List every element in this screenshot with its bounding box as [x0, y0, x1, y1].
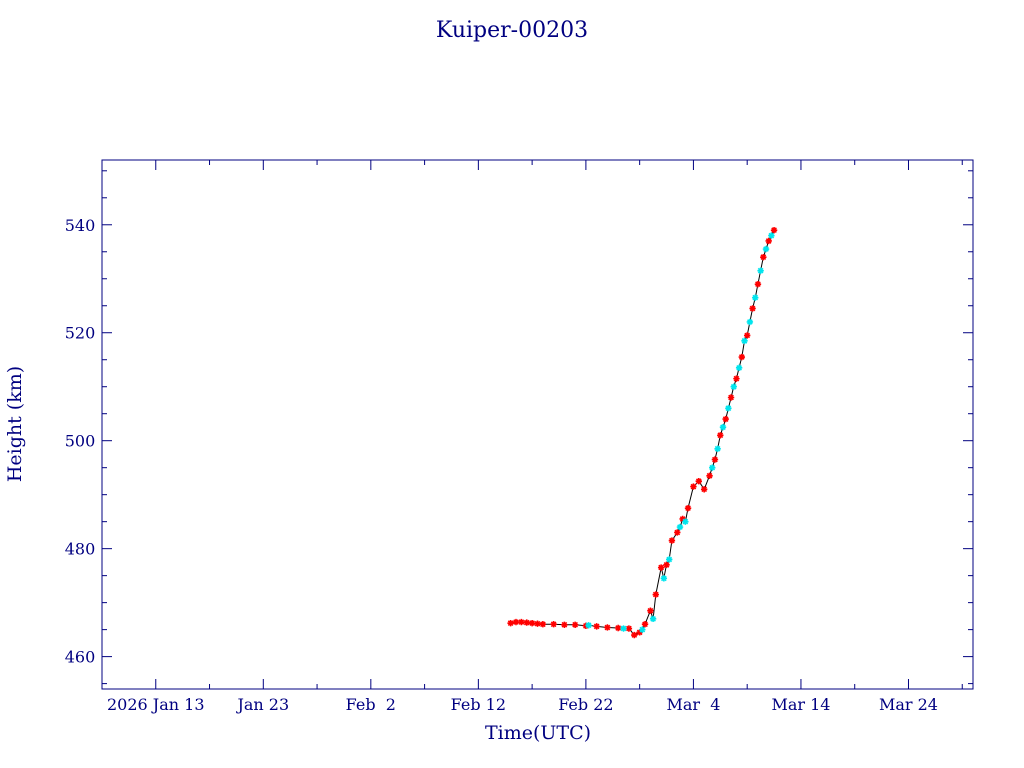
data-point-red [657, 564, 665, 571]
x-tick-label: Feb 22 [558, 695, 613, 714]
data-point-red [652, 591, 659, 598]
data-point-red [717, 432, 724, 439]
data-point-red [631, 631, 638, 639]
y-tick-label: 540 [65, 216, 96, 235]
x-tick-labels: 2026 Jan 13 Jan 23 Feb 2 Feb 12 Feb 22 Mar 4 M… [107, 695, 938, 714]
data-point-cyan [714, 445, 721, 452]
data-point-cyan [762, 245, 770, 253]
data-point-red [668, 537, 676, 544]
data-point-cyan [709, 464, 716, 471]
data-point-red [770, 226, 778, 234]
y-tick-labels: 460 480 500 520 540 [65, 216, 96, 667]
data-point-red [518, 618, 525, 626]
data-point-red [604, 624, 611, 631]
data-point-red [636, 629, 643, 636]
x-tick-label: Feb 2 [346, 695, 396, 714]
data-point-red [754, 280, 762, 288]
data-point-red [765, 237, 772, 245]
data-point-cyan [746, 318, 754, 326]
data-point-cyan [752, 294, 759, 301]
data-point-red [507, 619, 514, 627]
data-point-cyan [660, 575, 668, 582]
data-point-red [534, 620, 541, 627]
data-point-red [528, 619, 536, 627]
y-tick-label: 480 [65, 540, 96, 559]
data-point-red [674, 529, 681, 536]
data-point-red [512, 618, 520, 626]
data-point-red [733, 375, 740, 382]
data-point-red [539, 621, 547, 628]
x-tick-label: Mar 14 [771, 695, 830, 714]
data-point-red [625, 625, 633, 632]
data-point-red [722, 415, 729, 423]
data-point-red [523, 619, 530, 626]
data-point-red [550, 621, 557, 628]
data-point-cyan [620, 625, 627, 632]
data-point-cyan [676, 523, 684, 531]
data-point-red [711, 456, 719, 463]
plot-frame [101, 159, 974, 690]
data-point-cyan [719, 423, 727, 431]
data-point-red [700, 486, 708, 493]
y-tick-label: 460 [65, 648, 96, 667]
x-tick-label: 2026 Jan 13 [107, 695, 205, 714]
data-point-red [684, 504, 692, 512]
x-tick-label: Mar 4 [666, 695, 720, 714]
x-axis-label: Time(UTC) [485, 722, 591, 744]
data-point-cyan [735, 364, 743, 372]
data-point-red [679, 515, 686, 523]
data-point-cyan [757, 267, 764, 274]
data-point-red [760, 253, 767, 261]
data-point-cyan [730, 383, 737, 390]
data-point-red [571, 621, 579, 628]
data-line-group [510, 229, 775, 636]
data-points-group [507, 226, 778, 639]
data-point-cyan [741, 337, 748, 345]
axis-ticks [101, 160, 973, 689]
data-point-red [690, 483, 697, 490]
data-point-red [743, 332, 751, 339]
data-point-red [727, 394, 735, 401]
data-point-red [593, 623, 600, 630]
data-line [510, 229, 775, 636]
chart-title: Kuiper-00203 [436, 18, 588, 43]
data-point-cyan [585, 622, 592, 629]
data-point-red [647, 607, 654, 614]
data-point-red [561, 621, 568, 628]
data-point-cyan [649, 615, 657, 623]
x-tick-label: Mar 24 [879, 695, 938, 714]
y-tick-label: 520 [65, 324, 96, 343]
data-point-red [738, 353, 746, 361]
y-tick-label: 500 [65, 432, 96, 451]
data-point-red [749, 305, 756, 312]
data-point-cyan [725, 405, 732, 412]
data-point-red [695, 477, 702, 485]
data-point-cyan [666, 556, 673, 563]
data-point-cyan [768, 232, 775, 239]
data-point-cyan [639, 626, 646, 633]
x-tick-label: Jan 23 [235, 695, 289, 714]
data-point-red [706, 472, 713, 479]
data-point-red [614, 624, 622, 632]
data-point-red [663, 561, 670, 569]
data-point-red [641, 621, 649, 628]
x-tick-label: Feb 12 [451, 695, 506, 714]
data-point-cyan [682, 518, 689, 525]
y-axis-label: Height (km) [4, 366, 26, 482]
